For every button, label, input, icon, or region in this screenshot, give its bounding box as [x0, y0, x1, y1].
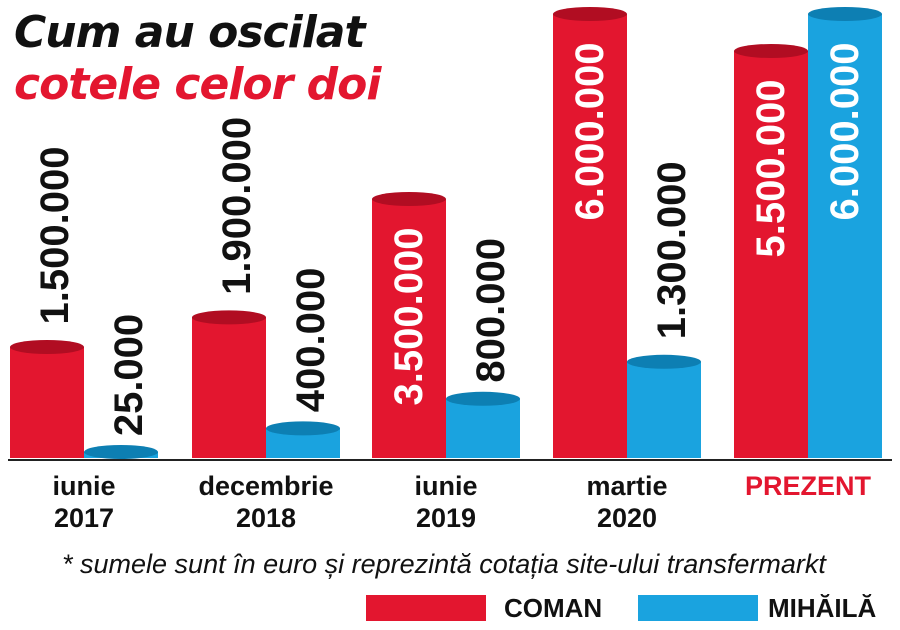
- category-label-1: decembrie 2018: [198, 471, 334, 533]
- value-label-coman-2: 3.500.000: [387, 228, 431, 406]
- bar-top-coman-3: [553, 7, 627, 21]
- chart-title-line-2: cotele celor doi: [14, 59, 381, 110]
- footnote: * sumele sunt în euro și reprezintă cota…: [62, 549, 826, 579]
- bar-mihaila-4: [808, 14, 882, 458]
- bar-coman-2: [372, 199, 446, 458]
- legend-swatch-mihaila: [638, 595, 758, 621]
- bar-top-coman-2: [372, 192, 446, 206]
- category-label-4: PREZENT: [744, 471, 871, 501]
- value-label-coman-3: 6.000.000: [568, 43, 612, 221]
- value-label-mihaila-3: 1.300.000: [650, 161, 694, 339]
- value-label-coman-1: 1.900.000: [215, 117, 259, 295]
- bar-top-coman-1: [192, 310, 266, 325]
- bar-coman-3: [553, 14, 627, 458]
- category-label-0: iunie 2017: [52, 471, 116, 533]
- bar-top-mihaila-4: [808, 7, 882, 21]
- bar-top-coman-0: [10, 340, 84, 354]
- value-label-mihaila-1: 400.000: [289, 268, 333, 413]
- value-label-mihaila-2: 800.000: [469, 238, 513, 383]
- value-label-coman-4: 5.500.000: [749, 80, 793, 258]
- value-label-mihaila-0: 25.000: [107, 314, 151, 436]
- bar-top-mihaila-3: [627, 354, 701, 369]
- bar-top-mihaila-2: [446, 391, 520, 406]
- bar-top-coman-4: [734, 44, 808, 58]
- bar-top-mihaila-0: [84, 445, 158, 459]
- category-label-2: iunie 2019: [414, 471, 478, 533]
- bar-top-mihaila-1: [266, 421, 340, 436]
- legend-label-mihaila: MIHĂILĂ: [768, 593, 877, 623]
- legend-label-coman: COMAN: [504, 593, 603, 623]
- category-label-3: martie 2020: [586, 471, 668, 533]
- bar-mihaila-3: [627, 361, 701, 458]
- chart-title-line-1: Cum au oscilat: [14, 7, 366, 58]
- value-label-coman-0: 1.500.000: [33, 147, 77, 325]
- bar-coman-4: [734, 51, 808, 458]
- value-label-mihaila-4: 6.000.000: [823, 43, 867, 221]
- legend-swatch-coman: [366, 595, 486, 621]
- bar-chart: 1.500.000 25.000 1.900.000 400.000 3.500.000…: [8, 7, 892, 461]
- bar-mihaila-2: [446, 398, 520, 458]
- bar-coman-0: [10, 347, 84, 458]
- bar-coman-1: [192, 317, 266, 458]
